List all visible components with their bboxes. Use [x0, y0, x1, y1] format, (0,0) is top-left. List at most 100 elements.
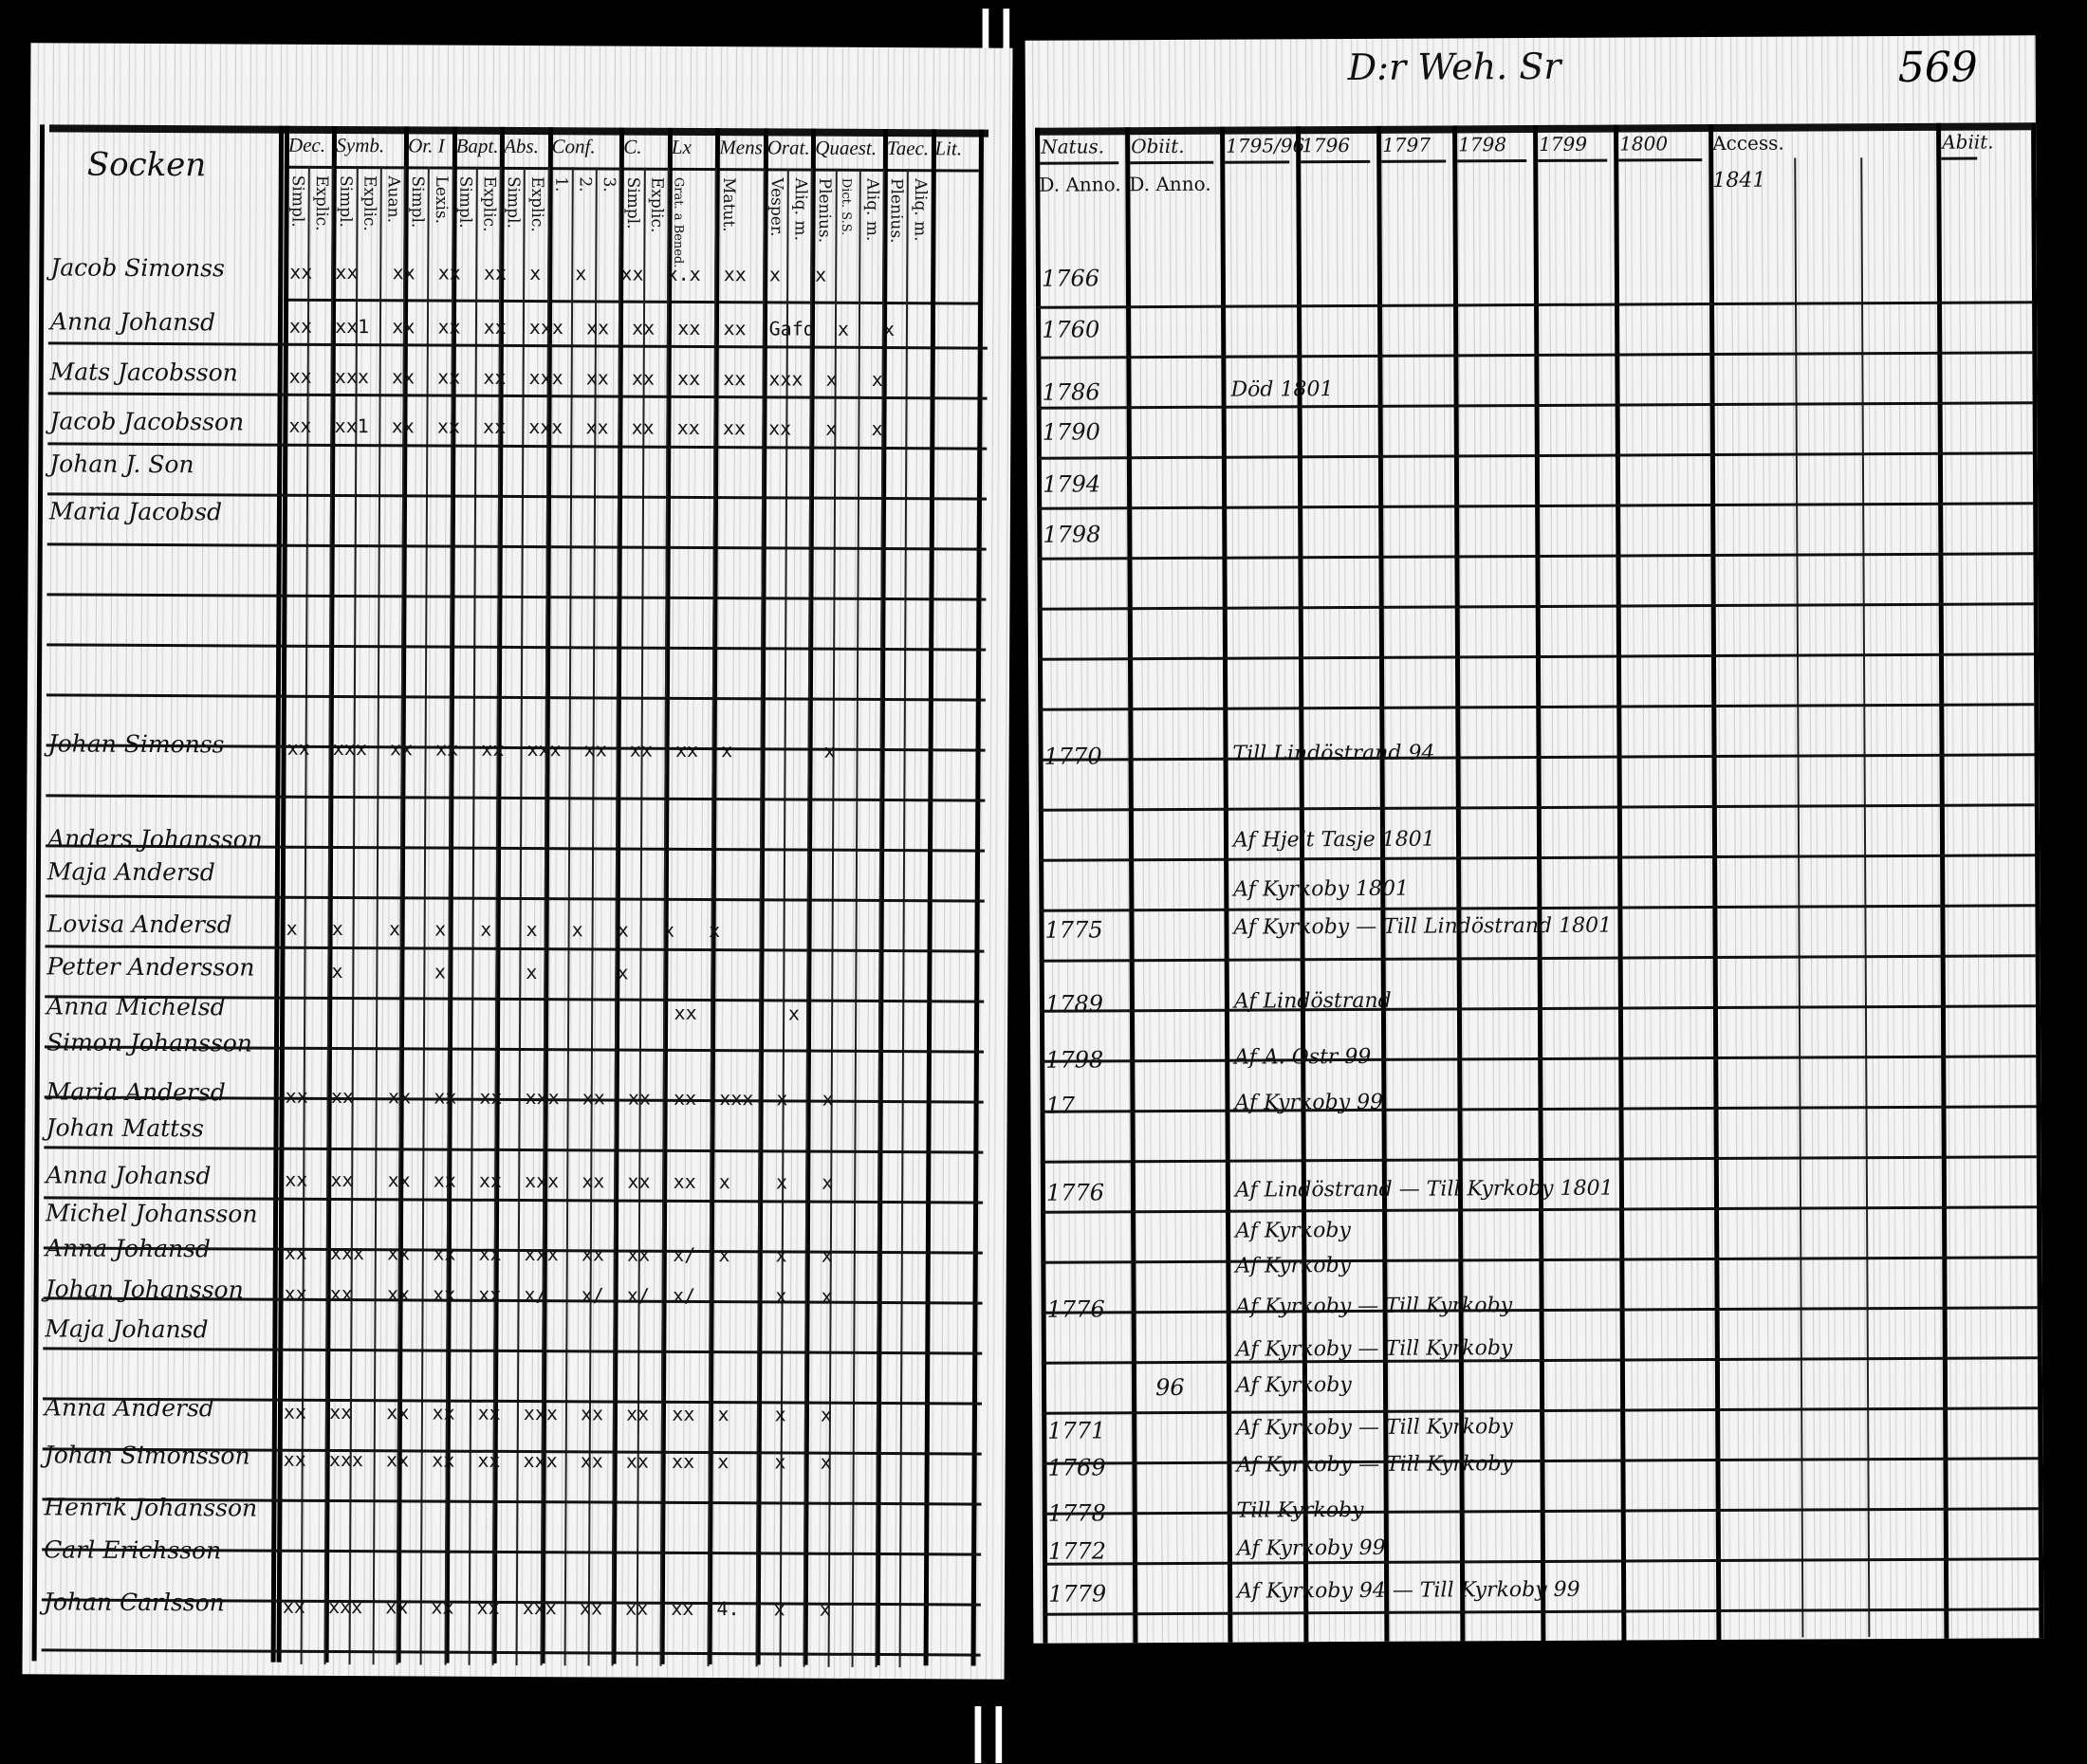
right-page-heading: D:r Weh. Sr	[1347, 45, 1561, 89]
column-header: 1800	[1619, 132, 1669, 156]
column-header-rule	[1381, 159, 1447, 163]
column-header: 1796	[1302, 134, 1351, 157]
column-header: Access.	[1712, 131, 1784, 156]
subcolumn-divider	[348, 166, 359, 1665]
movement-note: Af A. Ostr 99	[1234, 1044, 1372, 1070]
birth-year: 1794	[1042, 470, 1101, 498]
subcolumn-divider	[300, 165, 311, 1664]
column-header-rule	[1130, 160, 1214, 165]
column-subheader: D. Anno.	[1129, 172, 1211, 196]
movement-note: Af Kyrkoby	[1235, 1254, 1352, 1278]
person-name: Carl Erichsson	[44, 1535, 222, 1565]
birth-year: 1790	[1042, 418, 1100, 446]
column-header-rule	[1457, 159, 1527, 163]
examination-marks: x x x x x x x x x x	[286, 916, 721, 943]
person-name: Maja Johansd	[45, 1314, 209, 1344]
row-rule	[46, 542, 987, 551]
movement-note: Af Kyrkoby — Till Kyrkoby	[1236, 1415, 1513, 1441]
examination-marks: xx xxx xx xx xx xxx xx xx xx 4. x x	[282, 1594, 831, 1621]
subcolumn-divider	[898, 169, 910, 1668]
row-rule	[46, 643, 987, 652]
row-rule	[46, 794, 986, 802]
subheader-rule	[284, 298, 979, 305]
row-rule	[46, 593, 987, 601]
row-rule	[47, 341, 988, 350]
birth-year: 1775	[1044, 916, 1103, 944]
birth-year: 1766	[1041, 265, 1100, 292]
examination-marks: xx xxx xx xx xx xxx xx xx xx x x	[286, 736, 836, 763]
column-divider	[1125, 127, 1138, 1644]
row-rule	[41, 1648, 981, 1657]
column-header-rule	[1538, 158, 1608, 162]
person-name: Johan Simonss	[47, 729, 225, 759]
subcolumn-label: Plenius.	[886, 178, 906, 244]
birth-year: 17	[1045, 1092, 1076, 1119]
movement-note: Af Kyrkoby — Till Kyrkoby	[1235, 1294, 1513, 1319]
column-group-label: Conf.	[551, 135, 596, 158]
movement-note: Död 1801	[1230, 377, 1334, 402]
left-page: Socken Dec. Symb. Or. I Bapt. Abs. Conf. C. Lx M…	[22, 43, 1013, 1680]
column-header: 1798	[1458, 133, 1507, 156]
examination-marks: xx xx xx xx xx x/ x/ x/ x/ x x	[284, 1281, 833, 1308]
column-divider	[1220, 126, 1233, 1644]
person-name: Maria Andersd	[46, 1077, 226, 1107]
page-number: 569	[1897, 43, 1978, 92]
row-rule	[47, 392, 988, 400]
column-header: 1797	[1382, 133, 1431, 156]
column-group-label: Lx	[671, 135, 692, 158]
right-border	[2031, 122, 2044, 1641]
subcolumn-divider	[372, 166, 382, 1665]
group-rule	[284, 165, 979, 173]
subcolumn-divider	[563, 167, 574, 1666]
person-name: Anna Johansd	[45, 1234, 212, 1263]
column-group-label: Dec.	[287, 133, 326, 156]
movement-note: Af Kyrkoby 94 — Till Kyrkoby 99	[1237, 1577, 1580, 1604]
movement-note: Af Kyrkoby 99	[1234, 1090, 1384, 1115]
row-rule	[45, 894, 985, 903]
person-name: Johan Johansson	[45, 1275, 244, 1304]
column-header: 1795/96	[1226, 134, 1305, 157]
examination-marks: x x x x	[286, 959, 629, 984]
birth-year: 1769	[1047, 1454, 1106, 1481]
left-border	[31, 124, 46, 1662]
examination-marks: xx xx1 xx xx xx xxx xx xx xx xx Gafd x x	[288, 314, 896, 341]
person-name: Anna Johansd	[46, 1161, 212, 1190]
right-border	[970, 129, 985, 1666]
examination-marks: xx xxx xx xx xx xxx xx xx x/ x x x	[284, 1240, 833, 1267]
birth-year: 1798	[1045, 1046, 1104, 1074]
subcolumn-divider	[1860, 157, 1871, 1638]
subcolumn-divider	[851, 168, 861, 1667]
row-rule	[45, 945, 985, 953]
movement-note: Af Kyrkoby — Till Kyrkoby	[1235, 1336, 1513, 1362]
left-page-title: Socken	[86, 145, 207, 185]
movement-note: Af Kyrkoby	[1235, 1219, 1351, 1243]
subcolumn-divider	[636, 167, 646, 1666]
movement-note: Af Kyrkoby — Till Lindöstrand 1801	[1233, 913, 1613, 940]
person-name: Anna Johansd	[49, 307, 216, 337]
column-header: Natus.	[1041, 135, 1105, 158]
column-header: Obiit.	[1131, 134, 1185, 158]
death-year: 96	[1154, 1373, 1185, 1402]
person-name: Johan Carlsson	[43, 1588, 225, 1617]
column-header: 1799	[1539, 132, 1588, 156]
column-group-label: Or. I	[408, 134, 445, 157]
person-name: Johan J. Son	[49, 450, 194, 479]
person-name: Henrik Johansson	[44, 1493, 258, 1522]
birth-year: 1789	[1044, 990, 1104, 1018]
birth-year: 1779	[1048, 1580, 1107, 1608]
person-name: Lovisa Andersd	[46, 910, 232, 939]
subcolumn-label: Aliq. m.	[862, 177, 882, 242]
column-header-rule	[1040, 161, 1119, 165]
column-group-label: Bapt.	[455, 134, 499, 157]
examination-marks: xx xx xx xx xx xxx xx xx xx x x x	[285, 1167, 834, 1194]
subcolumn-label: Aliq. m.	[910, 178, 931, 242]
column-group-label: Taec.	[886, 137, 930, 160]
column-group-label: Abs.	[504, 134, 539, 158]
row-rule	[46, 693, 986, 702]
person-name: Simon Johansson	[46, 1028, 252, 1057]
subcolumn-divider	[468, 166, 478, 1665]
row-rule	[47, 442, 988, 450]
examination-marks: xx xxx xx xx xx xxx xx xx xx x x x	[283, 1447, 832, 1474]
movement-note: Till Kyrkoby	[1236, 1498, 1364, 1523]
movement-note: Af Lindöstrand	[1233, 988, 1392, 1014]
